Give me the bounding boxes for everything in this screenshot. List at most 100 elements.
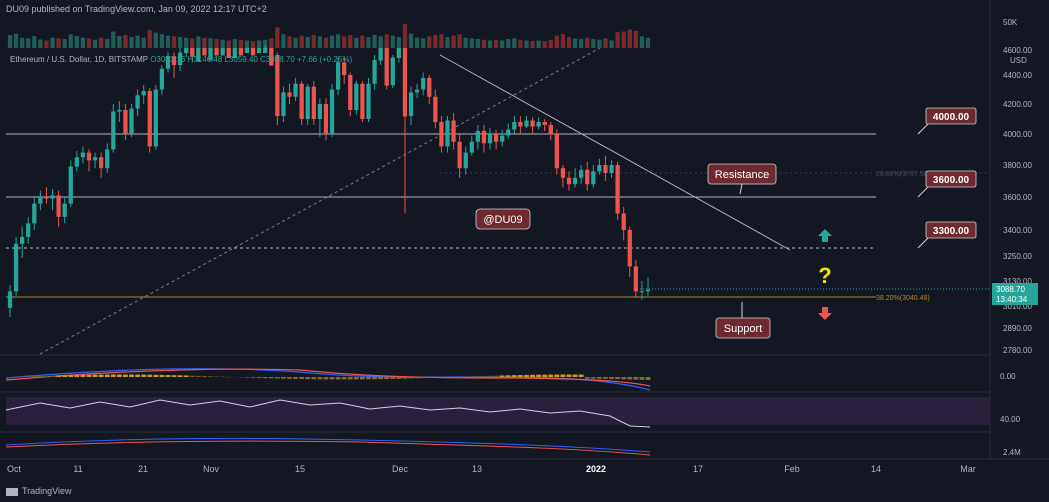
macd-bar: [13, 376, 19, 378]
candle-body: [287, 92, 292, 97]
candle-body: [609, 165, 614, 173]
macd-bar: [548, 374, 554, 377]
macd-pane[interactable]: [5, 368, 651, 391]
volume-bar: [129, 37, 134, 48]
volume-bar: [232, 39, 237, 48]
ind3-line-b: [5, 440, 651, 456]
candle: [250, 48, 256, 56]
time-tick-label: Mar: [960, 464, 976, 474]
candle-body: [408, 92, 414, 116]
candle-body: [202, 48, 207, 56]
volume-bars: [7, 24, 651, 48]
macd-bar: [287, 377, 292, 379]
candle: [572, 168, 578, 188]
macd-bar: [147, 374, 153, 377]
volume-bar: [372, 34, 377, 48]
macd-signal-line: [5, 368, 651, 387]
volume-bar: [62, 39, 67, 48]
candle-body: [214, 48, 219, 56]
fib-label-236: 23.60%(3737.50): [876, 171, 930, 178]
volume-bar: [609, 40, 614, 48]
candle-body: [74, 157, 79, 167]
candle: [317, 98, 323, 138]
candle: [159, 65, 165, 96]
volume-bar: [317, 36, 323, 48]
candle-body: [493, 134, 499, 142]
volume-bar: [214, 39, 219, 48]
macd-bar: [603, 377, 608, 379]
candle-body: [372, 60, 377, 84]
candle-body: [512, 122, 517, 130]
support-callout[interactable]: Support: [715, 302, 771, 339]
candle: [147, 88, 152, 153]
volume-bar: [250, 41, 256, 48]
macd-bar: [396, 377, 402, 379]
macd-bar: [566, 374, 572, 377]
macd-bar: [62, 375, 68, 377]
macd-bar: [596, 377, 602, 379]
candle-body: [256, 48, 262, 53]
candle-body: [50, 195, 55, 199]
candle: [275, 52, 280, 125]
macd-bar: [299, 377, 305, 380]
watermark-box: [475, 208, 531, 230]
tag-3300[interactable]: 3300.00: [917, 221, 977, 249]
candle-body: [275, 55, 280, 116]
rsi-line: [5, 399, 651, 428]
volume-bar: [524, 40, 529, 48]
candle-body: [402, 48, 408, 117]
candle: [305, 83, 310, 125]
tag-4000[interactable]: 4000.00: [917, 107, 977, 135]
symbol-line[interactable]: Ethereum / U.S. Dollar, 1D, BITSTAMP O30…: [10, 55, 352, 64]
macd-bar: [511, 375, 517, 377]
volume-bar: [202, 37, 207, 48]
macd-bar: [171, 375, 177, 377]
tag-3600[interactable]: 3600.00: [917, 170, 977, 198]
candle: [518, 116, 523, 134]
support-trendline[interactable]: [39, 47, 601, 355]
candle: [554, 129, 559, 175]
candle: [86, 149, 92, 172]
candle-body: [414, 89, 420, 93]
macd-bar: [560, 374, 566, 377]
watermark-callout: @DU09: [475, 208, 531, 230]
candle: [190, 48, 195, 63]
macd-bar: [37, 375, 43, 377]
tradingview-logo[interactable]: TradingView: [6, 486, 72, 496]
resistance-callout[interactable]: Resistance: [707, 163, 777, 195]
price-tick-label: 3250.00: [1003, 252, 1032, 261]
macd-bar: [615, 377, 621, 380]
candle-body: [536, 122, 541, 127]
macd-bar: [584, 377, 590, 379]
candle: [129, 104, 134, 138]
candle: [481, 125, 487, 153]
volume-bar: [487, 40, 493, 48]
volume-bar: [171, 36, 177, 48]
volume-bar: [390, 35, 395, 48]
candle: [414, 83, 420, 99]
candle-body: [56, 195, 61, 217]
current-price-value: 3088.70: [996, 285, 1025, 294]
candle-body: [457, 141, 462, 169]
candle: [62, 197, 67, 224]
macd-bar: [402, 377, 408, 379]
candle-body: [360, 83, 365, 119]
volume-bar: [159, 34, 165, 48]
candle: [153, 85, 158, 150]
candle: [263, 45, 268, 53]
volume-bar: [226, 40, 231, 48]
volume-bar: [256, 40, 262, 48]
candle-body: [396, 48, 402, 58]
candle-body: [171, 56, 177, 65]
macd-bar: [214, 376, 220, 377]
volume-bar: [13, 33, 19, 48]
time-axis-labels: Oct 11 21 Nov 15 Dec 13 2022 17 Feb 14 Mar: [7, 464, 976, 474]
resistance-trendline[interactable]: [439, 54, 791, 251]
volume-bar: [305, 37, 310, 48]
volume-bar: [566, 37, 572, 48]
candle: [439, 116, 444, 153]
volume-bar: [560, 34, 566, 48]
candle-body: [500, 135, 505, 142]
candle-body: [366, 83, 371, 119]
